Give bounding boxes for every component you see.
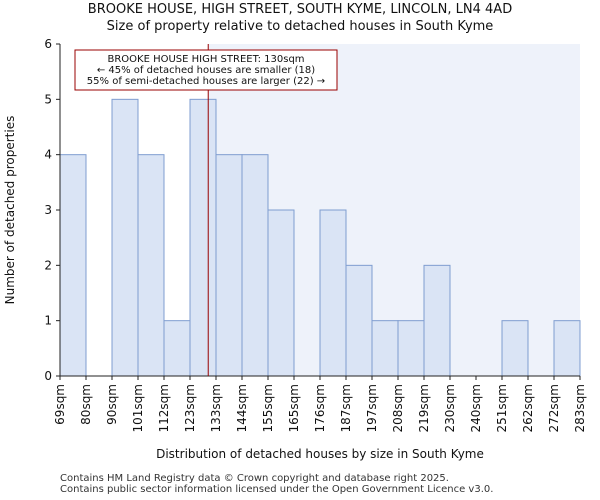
annotation-line-2: ← 45% of detached houses are smaller (18…: [97, 65, 315, 76]
bar-112sqm: [163, 320, 191, 377]
y-tick-label-5: 5: [44, 92, 52, 106]
x-tick-label-133sqm: 133sqm: [209, 384, 223, 432]
y-tick-label-2: 2: [44, 258, 52, 272]
x-tick-label-165sqm: 165sqm: [287, 384, 301, 432]
y-tick-label-6: 6: [44, 37, 52, 51]
bar-176sqm: [319, 209, 347, 377]
bar-155sqm: [267, 209, 295, 377]
bar-90sqm: [111, 98, 139, 377]
x-tick-label-219sqm: 219sqm: [417, 384, 431, 432]
x-axis-title: Distribution of detached houses by size …: [156, 447, 484, 461]
x-tick-label-112sqm: 112sqm: [157, 384, 171, 432]
bar-219sqm: [423, 264, 451, 377]
bar-272sqm: [553, 320, 581, 377]
x-tick-label-240sqm: 240sqm: [469, 384, 483, 432]
bar-187sqm: [345, 264, 373, 377]
x-tick-label-176sqm: 176sqm: [313, 384, 327, 432]
x-tick-label-272sqm: 272sqm: [547, 384, 561, 432]
x-tick-label-155sqm: 155sqm: [261, 384, 275, 432]
x-tick-label-208sqm: 208sqm: [391, 384, 405, 432]
footer-copyright: Contains HM Land Registry data © Crown c…: [60, 473, 449, 484]
x-tick-label-262sqm: 262sqm: [521, 384, 535, 432]
bar-251sqm: [501, 320, 529, 377]
bar-197sqm: [371, 320, 399, 377]
x-tick-label-283sqm: 283sqm: [573, 384, 587, 432]
chart-title: BROOKE HOUSE, HIGH STREET, SOUTH KYME, L…: [87, 2, 513, 17]
x-tick-label-251sqm: 251sqm: [495, 384, 509, 432]
y-tick-label-0: 0: [44, 369, 52, 383]
x-tick-label-69sqm: 69sqm: [53, 384, 67, 425]
bar-123sqm: [189, 98, 217, 377]
annotation-line-3: 55% of semi-detached houses are larger (…: [87, 76, 325, 87]
x-tick-label-90sqm: 90sqm: [105, 384, 119, 425]
bar-chart: 0 1 2 3 4 5 6 69sqm 80sqm 90sqm 101sqm 112sqm 123sqm…: [3, 37, 587, 461]
y-tick-label-1: 1: [44, 314, 52, 328]
bar-144sqm: [241, 154, 269, 377]
annotation-box: [74, 49, 338, 91]
x-tick-label-101sqm: 101sqm: [131, 384, 145, 432]
x-tick-label-230sqm: 230sqm: [443, 384, 457, 432]
x-tick-label-80sqm: 80sqm: [79, 384, 93, 425]
footer-licence: Contains public sector information licen…: [60, 484, 494, 495]
bar-101sqm: [137, 154, 165, 377]
chart-subtitle: Size of property relative to detached ho…: [106, 19, 494, 34]
y-tick-label-3: 3: [44, 203, 52, 217]
x-tick-label-187sqm: 187sqm: [339, 384, 353, 432]
bar-208sqm: [397, 320, 425, 377]
y-tick-label-4: 4: [44, 148, 52, 162]
x-tick-label-123sqm: 123sqm: [183, 384, 197, 432]
bar-69sqm: [59, 154, 87, 377]
annotation-line-1: BROOKE HOUSE HIGH STREET: 130sqm: [107, 54, 304, 65]
y-axis-title: Number of detached properties: [3, 116, 17, 305]
x-tick-label-197sqm: 197sqm: [365, 384, 379, 432]
bar-133sqm: [215, 154, 243, 377]
x-tick-label-144sqm: 144sqm: [235, 384, 249, 432]
